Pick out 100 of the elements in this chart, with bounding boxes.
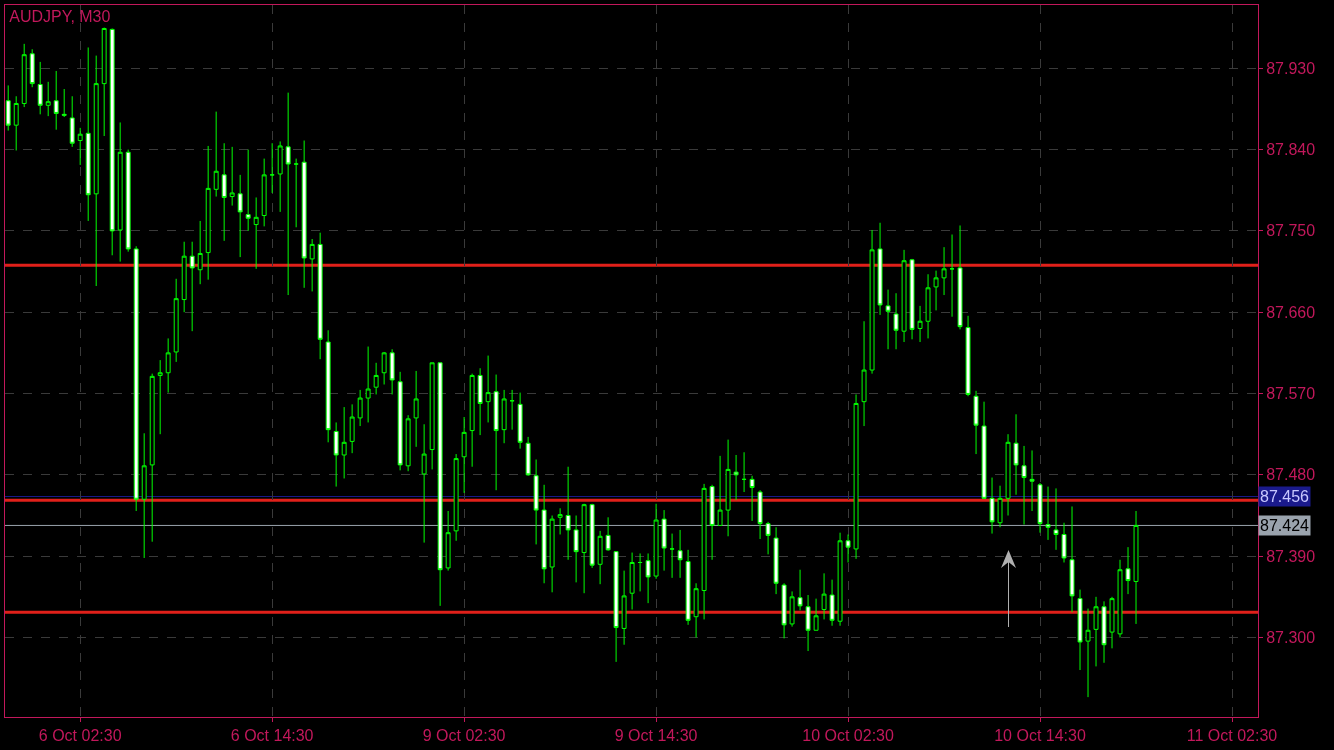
- x-tick-label: 10 Oct 02:30: [802, 727, 894, 745]
- candlestick: [837, 532, 843, 627]
- candlestick: [901, 249, 907, 343]
- candlestick: [773, 526, 779, 595]
- y-tick-label: 87.480: [1266, 466, 1316, 484]
- candlestick: [813, 598, 819, 631]
- candlestick: [453, 453, 459, 542]
- candlestick: [525, 436, 531, 477]
- candlestick: [757, 489, 763, 540]
- candlestick: [1029, 449, 1035, 512]
- candlestick: [93, 55, 99, 287]
- candlestick: [701, 483, 707, 620]
- candlestick: [581, 503, 587, 594]
- x-tick-label: 9 Oct 14:30: [614, 727, 698, 745]
- candlestick: [109, 27, 115, 256]
- candlestick: [669, 533, 675, 579]
- candlestick: [925, 273, 931, 339]
- candlestick: [909, 258, 915, 340]
- candlestick: [253, 196, 259, 270]
- candlestick: [165, 337, 171, 394]
- y-tick-label: 87.570: [1266, 385, 1316, 403]
- candlestick: [861, 320, 867, 427]
- candlestick: [629, 552, 635, 610]
- x-tick-label: 10 Oct 14:30: [994, 727, 1086, 745]
- candlestick: [693, 582, 699, 638]
- candlestick: [157, 359, 163, 435]
- candlestick: [69, 95, 75, 148]
- y-tick-label: 87.750: [1266, 222, 1316, 240]
- candlestick: [749, 475, 755, 522]
- candlestick: [1061, 522, 1067, 563]
- candlestick: [437, 362, 443, 607]
- candlestick: [605, 516, 611, 552]
- candlestick: [885, 289, 891, 350]
- candlestick: [397, 371, 403, 471]
- candlestick: [789, 590, 795, 628]
- y-tick-label: 87.840: [1266, 141, 1316, 159]
- candlestick: [125, 149, 131, 253]
- candlestick: [661, 509, 667, 572]
- candlestick: [149, 373, 155, 543]
- candlestick: [77, 127, 83, 166]
- candlestick: [725, 439, 731, 537]
- candlestick: [741, 451, 747, 493]
- candlestick: [597, 530, 603, 585]
- candlestick: [877, 222, 883, 316]
- candlestick: [821, 572, 827, 620]
- candlestick: [101, 27, 107, 137]
- candlestick: [197, 220, 203, 285]
- candlestick: [413, 370, 419, 448]
- candlestick: [589, 503, 595, 569]
- y-tick-label: 87.930: [1266, 59, 1316, 77]
- candlestick: [373, 362, 379, 395]
- candlestick: [1093, 596, 1099, 667]
- candlestick: [469, 373, 475, 468]
- ref-line-label: 87.424: [1260, 517, 1310, 534]
- candlestick: [29, 48, 35, 88]
- candlestick: [357, 389, 363, 427]
- candlestick: [461, 416, 467, 494]
- candlestick: [13, 95, 19, 151]
- candlestick: [389, 348, 395, 395]
- candlestick: [637, 552, 643, 592]
- candlestick: [205, 145, 211, 281]
- candlestick: [941, 246, 947, 296]
- candlestick: [1013, 413, 1019, 496]
- candlestick: [325, 329, 331, 443]
- candlestick: [1005, 433, 1011, 517]
- candlestick: [509, 389, 515, 431]
- candlestick: [845, 533, 851, 563]
- candlestick: [341, 406, 347, 479]
- chart-title: AUDJPY, M30: [9, 8, 111, 26]
- candlestick: [965, 315, 971, 397]
- candlestick: [333, 421, 339, 488]
- candlestick: [685, 549, 691, 626]
- candlestick: [1117, 559, 1123, 638]
- candlestick: [349, 403, 355, 454]
- candlestick: [957, 224, 963, 330]
- candlestick: [61, 88, 67, 118]
- candlestick: [141, 432, 147, 559]
- candlestick: [293, 158, 299, 228]
- candlestick: [285, 92, 291, 296]
- candlestick: [133, 245, 139, 512]
- candlestick: [365, 346, 371, 423]
- candlestick: [1053, 487, 1059, 551]
- candlestick: [565, 466, 571, 561]
- candlestick: [421, 423, 427, 544]
- candlestick: [933, 270, 939, 311]
- candlestick: [1045, 486, 1051, 541]
- candlestick: [53, 70, 59, 131]
- candlestick: [1069, 505, 1075, 613]
- candlestick: [781, 582, 787, 639]
- candlestick: [653, 503, 659, 580]
- candlestick: [189, 241, 195, 332]
- candlestick: [173, 278, 179, 363]
- candlestick: [269, 142, 275, 194]
- candlestick: [477, 367, 483, 436]
- candlestick: [501, 389, 507, 444]
- candlestick: [445, 510, 451, 572]
- candlestick: [541, 484, 547, 584]
- candlestick: [1125, 546, 1131, 595]
- candlestick: [797, 569, 803, 611]
- candlestick: [853, 393, 859, 560]
